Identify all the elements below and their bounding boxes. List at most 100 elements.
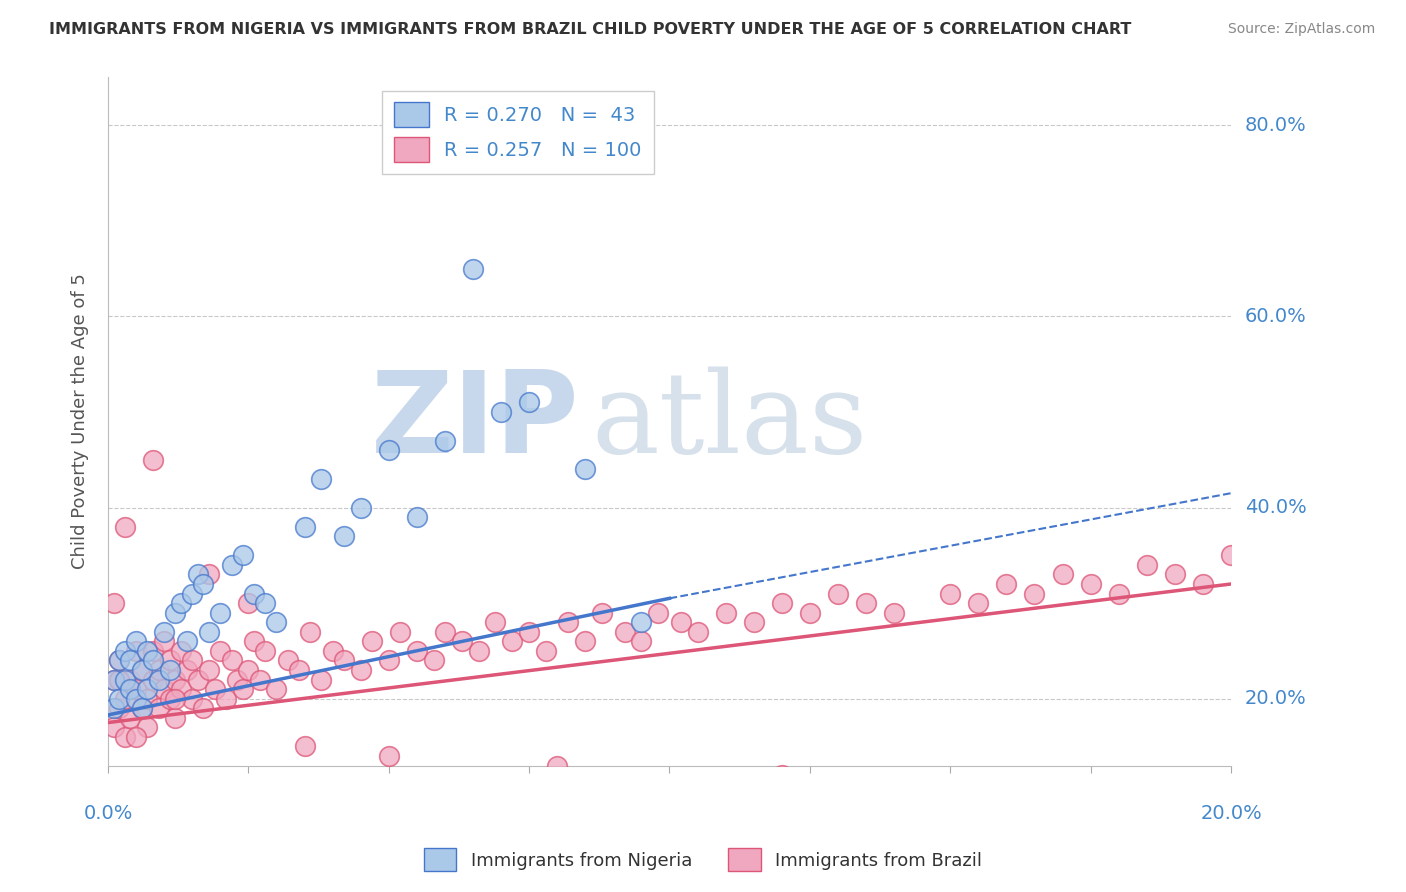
Point bbox=[742, 615, 765, 630]
Point bbox=[120, 711, 142, 725]
Point bbox=[361, 634, 384, 648]
Point bbox=[198, 663, 221, 677]
Point bbox=[517, 624, 540, 639]
Point bbox=[714, 606, 737, 620]
Point bbox=[221, 653, 243, 667]
Text: ZIP: ZIP bbox=[371, 366, 579, 477]
Text: atlas: atlas bbox=[591, 367, 868, 477]
Point bbox=[350, 663, 373, 677]
Point bbox=[125, 730, 148, 744]
Point bbox=[193, 577, 215, 591]
Point bbox=[136, 720, 159, 734]
Point bbox=[142, 452, 165, 467]
Point bbox=[221, 558, 243, 572]
Point bbox=[243, 586, 266, 600]
Point bbox=[131, 701, 153, 715]
Point bbox=[159, 653, 181, 667]
Point bbox=[215, 691, 238, 706]
Point bbox=[136, 682, 159, 697]
Point bbox=[484, 615, 506, 630]
Point bbox=[120, 682, 142, 697]
Legend: Immigrants from Nigeria, Immigrants from Brazil: Immigrants from Nigeria, Immigrants from… bbox=[416, 841, 990, 879]
Point bbox=[1080, 577, 1102, 591]
Point bbox=[181, 586, 204, 600]
Point bbox=[142, 673, 165, 687]
Point bbox=[1192, 577, 1215, 591]
Point bbox=[501, 634, 523, 648]
Point bbox=[120, 653, 142, 667]
Point bbox=[883, 606, 905, 620]
Point bbox=[103, 720, 125, 734]
Point bbox=[108, 691, 131, 706]
Legend: R = 0.270   N =  43, R = 0.257   N = 100: R = 0.270 N = 43, R = 0.257 N = 100 bbox=[382, 91, 654, 174]
Point bbox=[176, 634, 198, 648]
Point bbox=[294, 519, 316, 533]
Point bbox=[557, 615, 579, 630]
Text: IMMIGRANTS FROM NIGERIA VS IMMIGRANTS FROM BRAZIL CHILD POVERTY UNDER THE AGE OF: IMMIGRANTS FROM NIGERIA VS IMMIGRANTS FR… bbox=[49, 22, 1132, 37]
Point bbox=[249, 673, 271, 687]
Point bbox=[198, 567, 221, 582]
Point bbox=[125, 691, 148, 706]
Point bbox=[226, 673, 249, 687]
Point bbox=[159, 691, 181, 706]
Point bbox=[181, 653, 204, 667]
Point bbox=[125, 634, 148, 648]
Point bbox=[254, 644, 277, 658]
Point bbox=[489, 405, 512, 419]
Point bbox=[1108, 586, 1130, 600]
Point bbox=[686, 624, 709, 639]
Point bbox=[630, 615, 652, 630]
Point bbox=[266, 682, 288, 697]
Point bbox=[136, 644, 159, 658]
Point bbox=[198, 624, 221, 639]
Point bbox=[114, 644, 136, 658]
Point bbox=[232, 549, 254, 563]
Point bbox=[799, 606, 821, 620]
Point bbox=[517, 395, 540, 409]
Text: Source: ZipAtlas.com: Source: ZipAtlas.com bbox=[1227, 22, 1375, 37]
Point bbox=[114, 691, 136, 706]
Point bbox=[181, 691, 204, 706]
Point bbox=[333, 529, 356, 543]
Point bbox=[1024, 586, 1046, 600]
Point bbox=[967, 596, 990, 610]
Text: 20.0%: 20.0% bbox=[1201, 805, 1261, 823]
Point bbox=[165, 606, 187, 620]
Point bbox=[238, 663, 260, 677]
Point bbox=[114, 519, 136, 533]
Point bbox=[153, 624, 176, 639]
Point bbox=[546, 758, 568, 772]
Point bbox=[153, 634, 176, 648]
Text: 0.0%: 0.0% bbox=[83, 805, 132, 823]
Point bbox=[204, 682, 226, 697]
Point bbox=[467, 644, 489, 658]
Point bbox=[855, 596, 877, 610]
Text: 60.0%: 60.0% bbox=[1244, 307, 1306, 326]
Point bbox=[125, 682, 148, 697]
Point bbox=[108, 673, 131, 687]
Point bbox=[450, 634, 472, 648]
Point bbox=[1164, 567, 1187, 582]
Point bbox=[534, 644, 557, 658]
Point bbox=[591, 606, 613, 620]
Point bbox=[187, 567, 209, 582]
Point bbox=[377, 443, 399, 458]
Point bbox=[311, 472, 333, 486]
Point bbox=[613, 624, 636, 639]
Point bbox=[193, 701, 215, 715]
Point bbox=[103, 701, 125, 715]
Point bbox=[405, 510, 427, 524]
Point bbox=[1136, 558, 1159, 572]
Point bbox=[142, 653, 165, 667]
Point bbox=[209, 644, 232, 658]
Point bbox=[170, 596, 193, 610]
Point bbox=[131, 663, 153, 677]
Point bbox=[142, 644, 165, 658]
Point bbox=[1052, 567, 1074, 582]
Point bbox=[405, 644, 427, 658]
Point bbox=[165, 711, 187, 725]
Point bbox=[114, 730, 136, 744]
Point bbox=[187, 673, 209, 687]
Point bbox=[103, 596, 125, 610]
Point bbox=[238, 596, 260, 610]
